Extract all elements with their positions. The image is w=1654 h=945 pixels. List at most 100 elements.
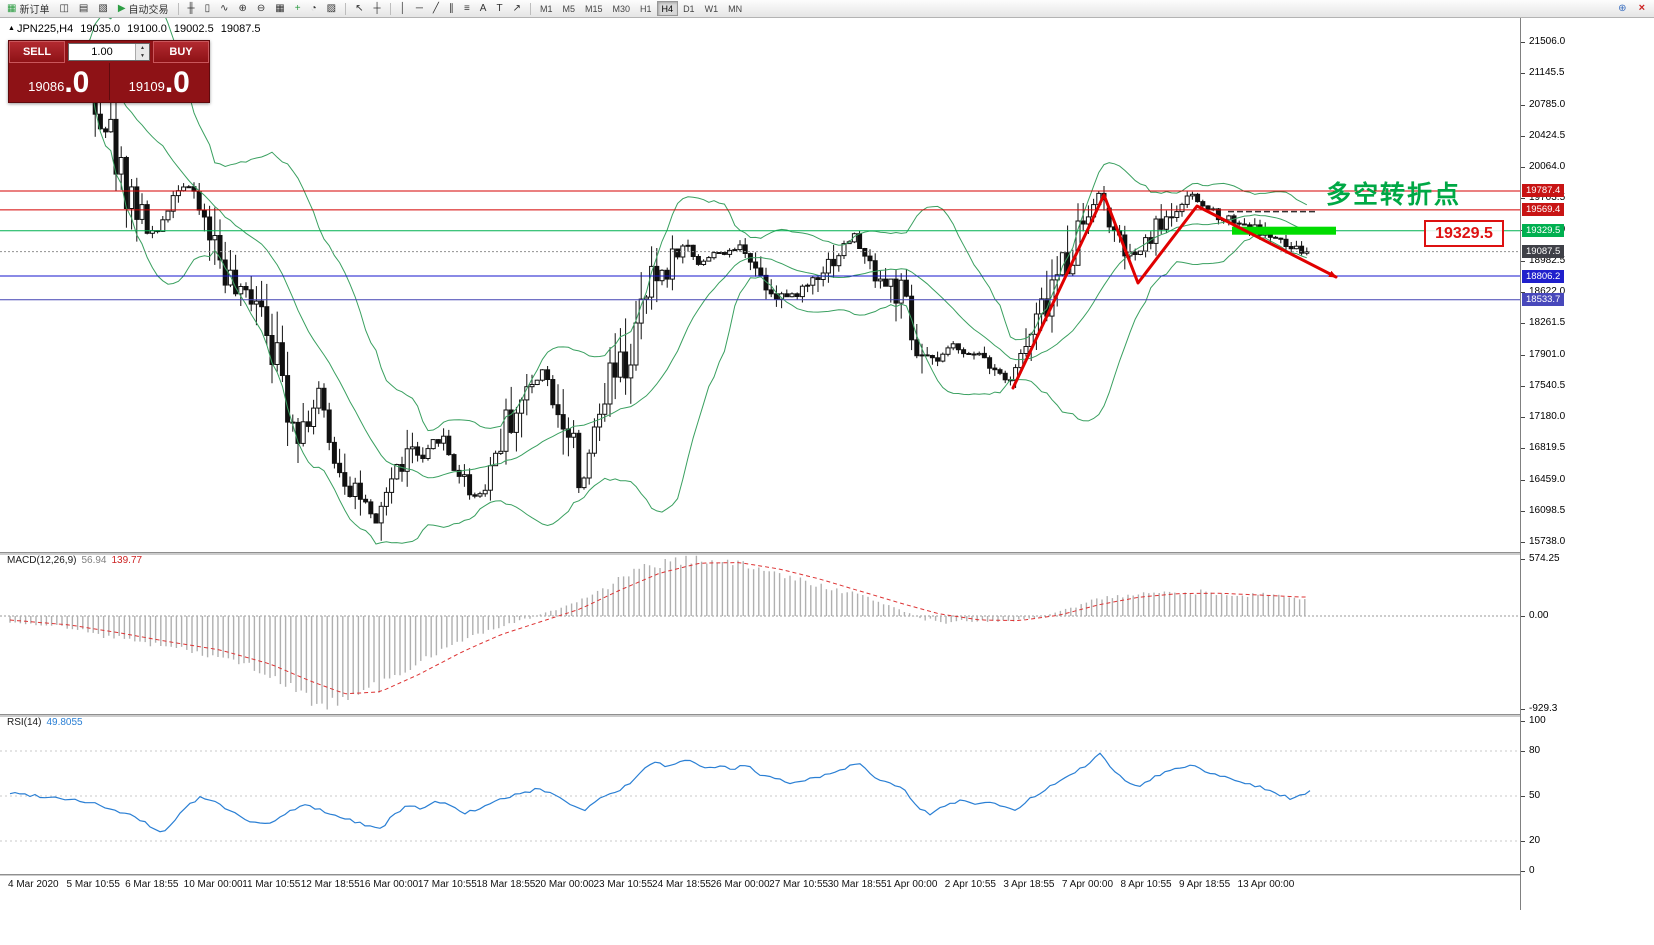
sell-button[interactable]: SELL — [9, 41, 65, 63]
price-level-badge: 19087.5 — [1522, 245, 1565, 259]
templates-button[interactable]: ▨ — [322, 1, 341, 16]
horizontal-line-icon: ─ — [415, 2, 423, 14]
turning-point-annotation[interactable]: 多空转折点 — [1326, 181, 1462, 209]
rsi-tick-label: 20 — [1529, 835, 1541, 846]
vertical-line-button[interactable]: │ — [395, 1, 411, 16]
macd-tick-label: 0.00 — [1529, 610, 1549, 621]
volume-input[interactable]: 1.00 ▲ ▼ — [68, 43, 150, 61]
line-chart-button[interactable]: ∿ — [215, 1, 233, 16]
rsi-tick-label: 80 — [1529, 745, 1541, 756]
timeframe-h4-button[interactable]: H4 — [656, 1, 679, 16]
equidistant-channel-button[interactable]: ∥ — [444, 1, 459, 16]
periods-button[interactable]: ◔ — [306, 1, 322, 16]
price-scale[interactable]: 21506.0 21145.5 20785.0 20424.5 20064.0 19703… — [1520, 17, 1654, 910]
price-tick-label: 16098.5 — [1529, 504, 1566, 516]
auto-trading-button[interactable]: ▶ 自动交易 — [113, 1, 174, 16]
ohlc-close-value: 19087.5 — [220, 23, 261, 35]
macd-tick-label: 574.25 — [1529, 552, 1560, 564]
timeframe-d1-button[interactable]: D1 — [678, 1, 700, 16]
buy-button[interactable]: BUY — [153, 41, 209, 63]
panel-separator[interactable] — [0, 552, 1654, 555]
price-tick-label: 17901.0 — [1529, 348, 1566, 360]
price-tick-mark — [1521, 323, 1525, 325]
price-level-badge: 18533.7 — [1522, 293, 1565, 307]
crosshair-button[interactable]: ┼ — [368, 1, 385, 16]
chart-header: ▲ JPN225,H4 19035.0 19100.0 19002.5 19087… — [8, 23, 265, 35]
time-tick-label: 30 Mar 18:55 — [827, 879, 887, 890]
timeframe-mn-button[interactable]: MN — [723, 1, 747, 16]
time-tick-label: 13 Apr 00:00 — [1237, 879, 1295, 890]
time-scale[interactable]: 4 Mar 2020 5 Mar 10:55 6 Mar 18:55 10 Mar 0… — [0, 876, 1520, 896]
timeframe-h1-button[interactable]: H1 — [635, 1, 657, 16]
bollinger-band-line — [63, 49, 1308, 479]
price-tick-mark — [1521, 42, 1525, 43]
timeframe-w1-button[interactable]: W1 — [700, 1, 724, 16]
timeframe-m30-button[interactable]: M30 — [608, 1, 636, 16]
horizontal-line-button[interactable]: ─ — [411, 1, 428, 16]
templates-icon: ▨ — [326, 2, 337, 14]
time-tick-label: 8 Apr 10:55 — [1120, 879, 1172, 890]
rsi-tick-mark — [1521, 841, 1525, 842]
one-click-trading-panel: SELL 1.00 ▲ ▼ BUY 19086 .0 19109 .0 — [8, 40, 210, 103]
price-tick-mark — [1521, 292, 1525, 293]
auto-trading-icon: ▶ — [117, 2, 126, 14]
crosshair-icon: ┼ — [373, 2, 381, 14]
timeframe-m5-button[interactable]: M5 — [557, 1, 580, 16]
highlight-rectangle[interactable] — [1232, 226, 1336, 235]
price-tick-label: 18982.5 — [1529, 254, 1566, 266]
price-level-badge: 19569.4 — [1522, 203, 1565, 217]
timeframe-m15-button[interactable]: M15 — [580, 1, 608, 16]
indicators-button[interactable]: + — [290, 1, 306, 16]
candlestick-chart-button[interactable]: ▯ — [200, 1, 216, 16]
volume-value[interactable]: 1.00 — [91, 46, 113, 58]
price-tick-label: 17180.0 — [1529, 411, 1566, 422]
zoom-tool-button[interactable]: ⊕ — [1613, 1, 1631, 16]
bar-chart-button[interactable]: ╫ — [183, 1, 200, 16]
tile-windows-button[interactable]: ▦ — [270, 1, 289, 16]
time-tick-label: 11 Mar 10:55 — [242, 879, 301, 890]
sell-price[interactable]: 19086 .0 — [9, 63, 109, 100]
rsi-tick-label: 100 — [1529, 715, 1546, 726]
time-tick-label: 17 Mar 10:55 — [417, 879, 477, 890]
zoom-out-button[interactable]: ⊖ — [252, 1, 270, 16]
price-tick-label: 21145.5 — [1529, 67, 1565, 79]
market-watch-button[interactable]: ▤ — [74, 1, 93, 16]
rsi-tick-mark — [1521, 751, 1525, 752]
rsi-tick-mark — [1521, 871, 1525, 872]
chart-windows-icon: ◫ — [59, 2, 69, 14]
line-chart-icon: ∿ — [220, 2, 229, 14]
chart-windows-button[interactable]: ◫ — [54, 1, 73, 16]
volume-down-icon[interactable]: ▼ — [136, 52, 149, 60]
price-chart-canvas[interactable] — [0, 17, 1520, 893]
rsi-indicator-label: RSI(14) 49.8055 — [7, 717, 83, 728]
time-tick-label: 26 Mar 00:00 — [710, 879, 770, 890]
cursor-button[interactable]: ↖ — [350, 1, 368, 16]
rsi-tick-mark — [1521, 721, 1525, 722]
arrow-tools-button[interactable]: ↗ — [508, 1, 526, 16]
trend-arrow-annotation[interactable] — [1011, 193, 1338, 390]
price-tick-label: 21506.0 — [1529, 36, 1566, 47]
label-button[interactable]: T — [491, 1, 507, 16]
price-tick-label: 20064.0 — [1529, 161, 1566, 172]
text-button[interactable]: A — [475, 1, 492, 16]
price-tick-mark — [1521, 73, 1525, 75]
panel-separator[interactable] — [0, 874, 1654, 877]
timeframe-m1-button[interactable]: M1 — [535, 1, 558, 16]
time-tick-label: 24 Mar 18:55 — [652, 879, 711, 890]
new-order-button[interactable]: ▦ 新订单 — [2, 1, 54, 16]
buy-price[interactable]: 19109 .0 — [110, 63, 210, 100]
close-button[interactable]: × — [1634, 1, 1650, 16]
panel-separator[interactable] — [0, 714, 1654, 717]
zoom-in-button[interactable]: ⊕ — [234, 1, 252, 16]
navigator-icon: ▧ — [98, 2, 108, 14]
fibonacci-button[interactable]: ≡ — [459, 1, 475, 16]
vertical-line-icon: │ — [399, 2, 406, 14]
trendline-button[interactable]: ╱ — [428, 1, 444, 16]
candlestick-chart-icon: ▯ — [204, 2, 211, 14]
navigator-button[interactable]: ▧ — [93, 1, 112, 16]
tile-windows-icon: ▦ — [275, 2, 285, 14]
buy-price-main: 19109 — [128, 79, 165, 94]
price-callout-box[interactable]: 19329.5 — [1424, 220, 1504, 247]
volume-up-icon[interactable]: ▲ — [136, 44, 149, 52]
